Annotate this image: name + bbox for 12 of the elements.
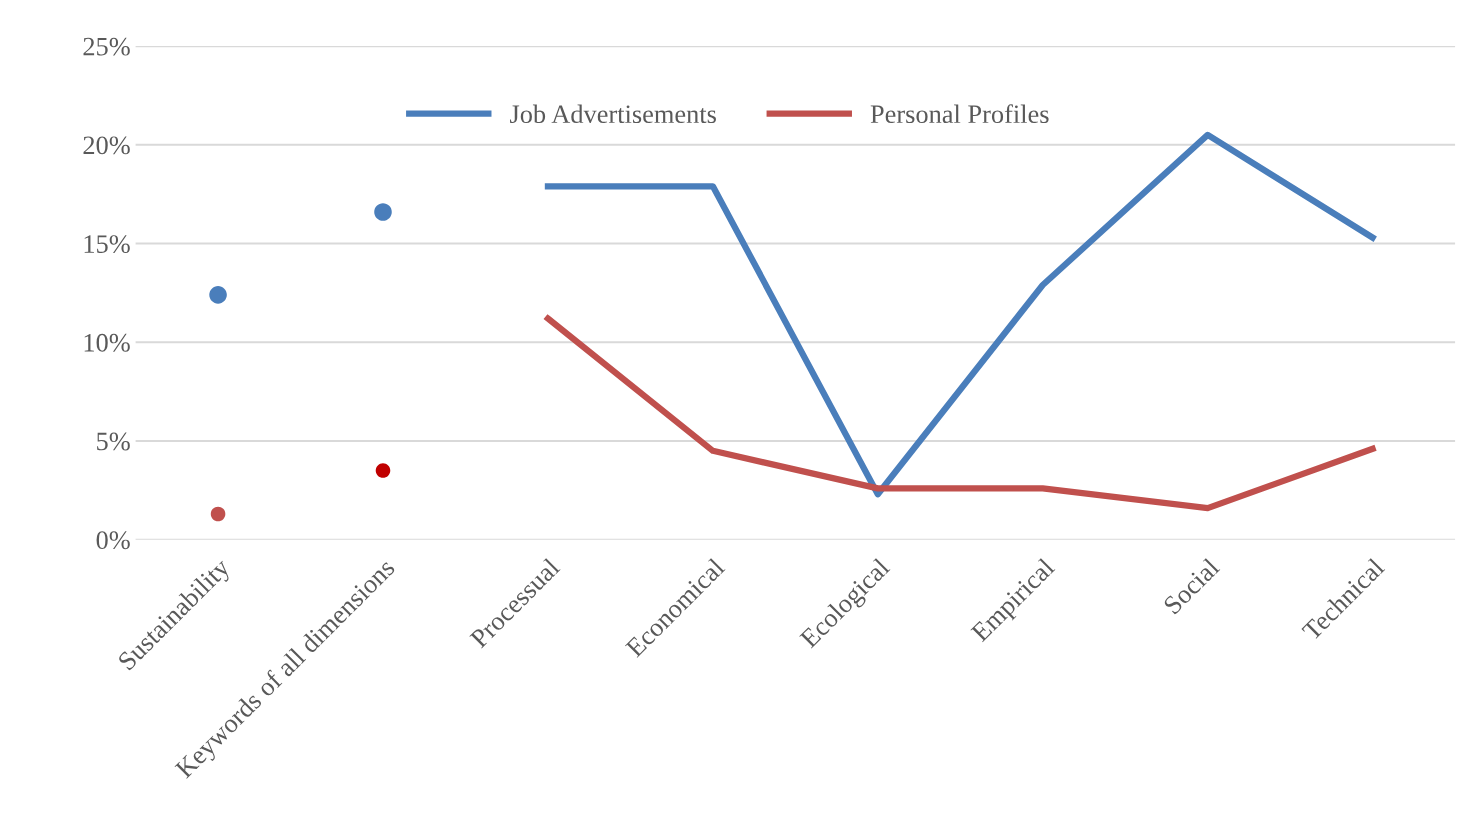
y-tick-label: 25% (83, 37, 130, 56)
y-tick-label: 10% (84, 333, 130, 352)
point (375, 463, 391, 478)
legend-label: Job Advertisements (510, 104, 716, 124)
y-tick-label: 5% (97, 432, 130, 451)
legend-label: Personal Profiles (870, 104, 1049, 124)
y-tick-label: 15% (84, 235, 130, 254)
point (210, 506, 226, 522)
y-tick-label: 20% (83, 136, 130, 155)
y-tick-label: 0% (96, 531, 130, 550)
point (374, 203, 392, 221)
point (209, 286, 227, 304)
